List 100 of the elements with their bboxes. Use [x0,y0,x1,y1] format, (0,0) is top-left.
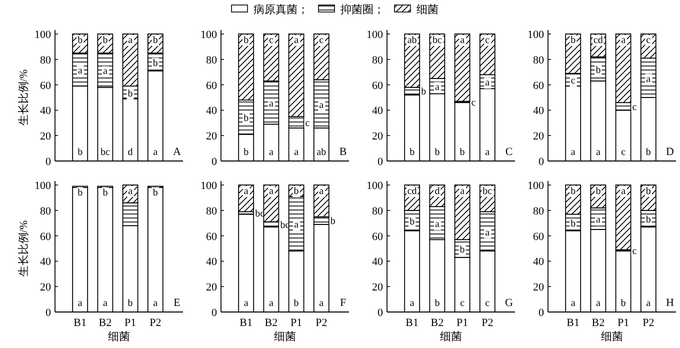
data-label: a [294,35,300,46]
y-tick-label: 0 [378,156,384,168]
annotation: E [174,297,181,309]
y-tick-label: 80 [533,54,544,66]
data-label: b [434,298,440,309]
y-tick-label: 80 [40,205,52,218]
data-label: c [305,118,310,129]
annotation: D [666,146,674,158]
data-label: c [621,147,626,158]
data-label: b [244,113,249,124]
data-label: b [570,35,576,46]
data-label: a [434,219,440,230]
data-label: b [128,88,133,100]
y-tick-label: 0 [212,156,218,168]
data-label: b [152,35,158,46]
data-label: bc [100,147,110,158]
data-label: a [646,298,652,309]
y-tick-label: 80 [206,54,218,66]
data-label: a [78,66,83,77]
y-tick-label: 40 [40,256,52,268]
y-tick-label: 80 [40,54,52,66]
data-label: bc [432,35,442,46]
data-label: a [570,147,576,158]
data-label: a [570,298,576,309]
annotation: B [339,146,347,158]
y-tick-label: 100 [34,29,52,41]
data-label: a [434,82,440,94]
data-label: b [102,187,108,198]
y-tick-label: 0 [378,307,384,319]
legend-label: 病原真菌； [254,3,308,16]
data-label: b [570,218,576,230]
y-tick-label: 20 [40,282,52,294]
data-label: c [632,102,638,113]
y-tick-label: 40 [533,256,544,268]
data-label: b [460,244,465,256]
x-tick-label: B1 [406,317,419,329]
y-tick-label: 20 [206,130,218,143]
data-label: a [319,298,324,309]
data-label: b [410,216,415,228]
x-tick-label: P2 [482,317,494,329]
data-label: b [294,186,299,197]
y-tick-label: 20 [533,130,544,143]
y-tick-label: 80 [372,54,384,66]
data-label: a [646,74,652,85]
data-label: ab [316,147,326,158]
x-tick-label: P2 [316,317,328,329]
data-label: b [596,64,601,76]
data-label: b [410,147,415,158]
data-label: a [102,298,108,309]
data-label: a [268,98,274,110]
y-tick-label: 60 [533,80,544,92]
data-label: b [646,186,651,197]
data-label: a [102,66,108,78]
data-label: bc [255,208,266,220]
data-label: b [294,298,299,309]
y-tick-label: 20 [372,130,384,143]
y-tick-label: 40 [372,105,384,118]
data-label: b [244,147,249,158]
y-tick-label: 80 [206,205,218,218]
x-tick-label: P1 [290,317,302,329]
data-label: c [471,97,476,108]
data-label: a [78,298,83,309]
x-axis-title: 细菌 [440,330,462,343]
annotation: G [505,297,514,309]
data-label: c [268,35,274,46]
data-label: b [596,186,601,197]
data-label: a [596,147,601,158]
y-tick-label: 0 [46,307,52,319]
data-label: c [319,35,324,46]
data-label: a [460,35,466,46]
y-tick-label: 20 [372,282,384,294]
y-tick-label: 100 [528,180,544,192]
y-tick-label: 60 [372,80,384,92]
y-tick-label: 100 [528,29,544,41]
data-label: a [294,220,300,231]
data-label: cd [593,35,603,46]
data-label: a [128,35,134,46]
data-label: a [268,298,274,309]
y-tick-label: 0 [538,156,544,168]
y-tick-label: 40 [372,256,384,268]
data-label: a [596,298,601,309]
data-label: a [319,186,324,197]
x-axis-title: 细菌 [108,330,130,343]
y-tick-label: 60 [533,230,544,243]
data-label: a [460,186,466,197]
y-tick-label: 0 [212,307,218,319]
data-label: b [421,86,426,98]
data-label: a [268,147,274,158]
x-tick-label: P1 [124,317,136,329]
x-tick-label: B1 [566,317,580,329]
data-label: a [485,147,490,158]
data-label: b [78,187,83,198]
x-tick-label: P2 [150,317,162,329]
legend-label: 抑菌圈； [340,3,384,16]
legend-label: 细菌 [416,3,438,16]
y-tick-label: 20 [533,282,544,294]
data-label: a [244,298,249,309]
data-label: a [621,186,626,197]
y-axis-title: 生长比例/% [17,220,30,277]
y-tick-label: 80 [533,205,544,218]
